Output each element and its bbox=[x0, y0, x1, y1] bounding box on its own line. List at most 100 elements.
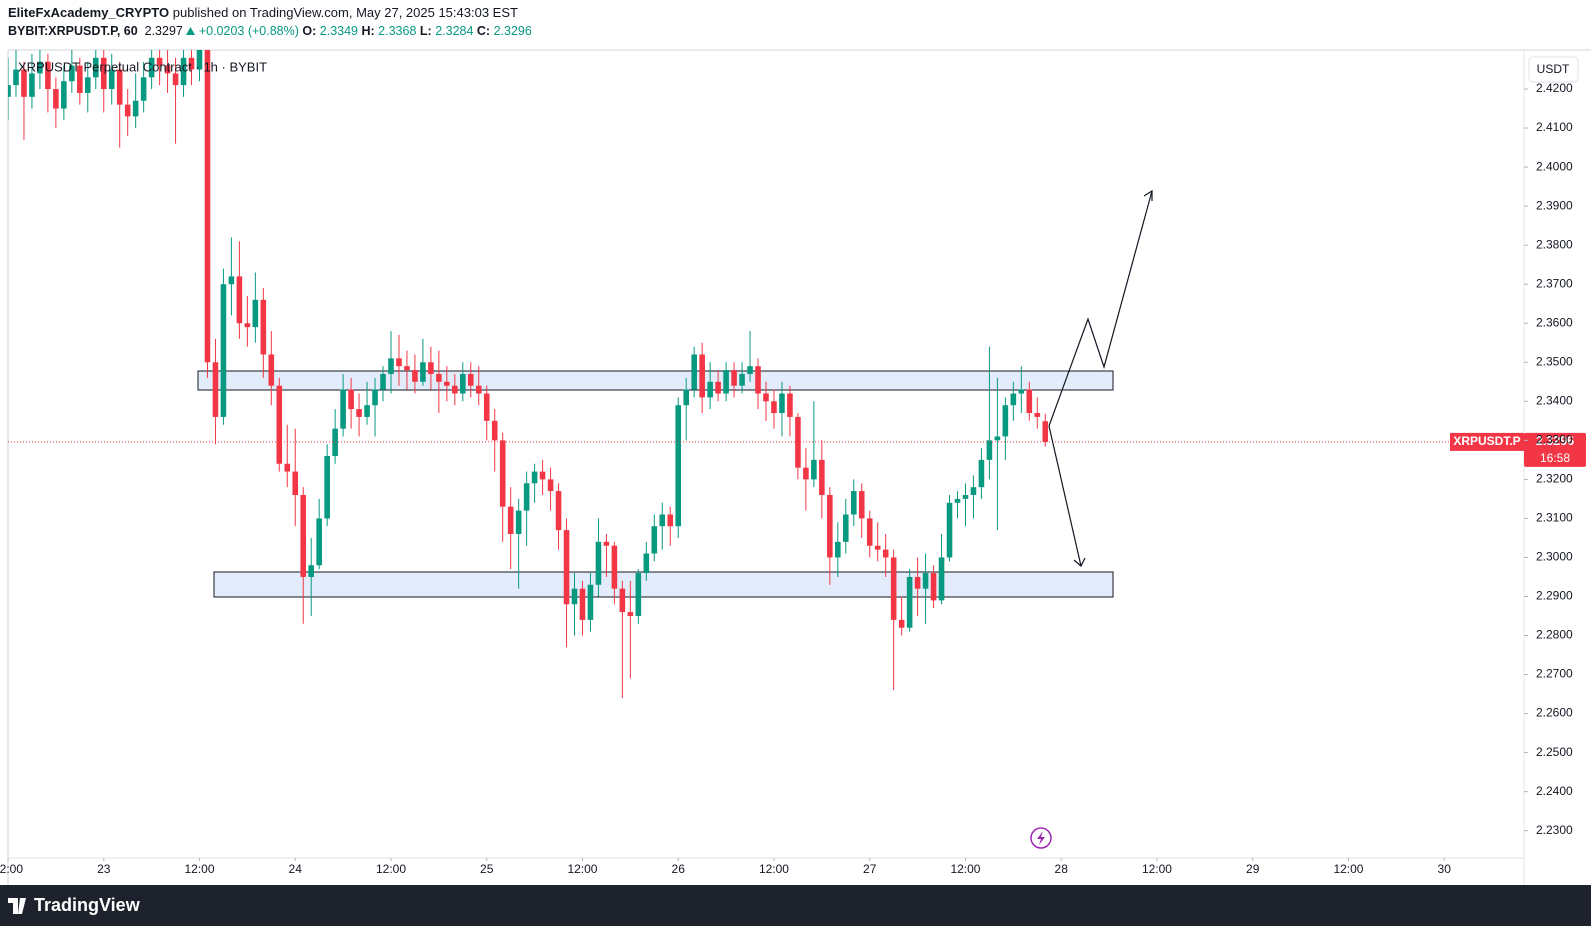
plot bbox=[8, 50, 1524, 698]
candle-body bbox=[874, 545, 881, 550]
candle-body bbox=[627, 612, 634, 616]
candle-body bbox=[954, 498, 961, 503]
candle-body bbox=[124, 104, 131, 117]
candle-body bbox=[994, 436, 1001, 441]
c-label: C: bbox=[476, 24, 491, 38]
x-tick-label: 12:00 bbox=[1333, 862, 1363, 876]
candle-body bbox=[1018, 389, 1025, 394]
l: 2.3284 bbox=[435, 24, 474, 38]
candle-body bbox=[380, 373, 386, 390]
header-line: BYBIT:XRPUSDT.P, 60 2.3297 +0.0203 (+0.8… bbox=[8, 22, 532, 40]
published: published on TradingView.com, May 27, 20… bbox=[172, 5, 518, 20]
candle-body bbox=[882, 549, 889, 558]
last-price: 2.3296 bbox=[1536, 434, 1574, 448]
candle-body bbox=[715, 381, 721, 394]
candle-body bbox=[922, 573, 929, 589]
arrow-head bbox=[1143, 189, 1153, 201]
brand: TradingView bbox=[34, 895, 141, 915]
candle-body bbox=[643, 553, 650, 574]
arrow-head bbox=[1073, 557, 1086, 567]
candle-body bbox=[1034, 413, 1041, 417]
candle-body bbox=[69, 65, 75, 82]
candle-body bbox=[635, 573, 642, 616]
candle-body bbox=[563, 530, 570, 605]
candle-body bbox=[316, 518, 322, 566]
symbol-label: XRPUSDT.P bbox=[1453, 434, 1520, 448]
candle-body bbox=[475, 385, 482, 394]
h-label: H: bbox=[361, 24, 375, 38]
y-tick-label: 2.2500 bbox=[1536, 745, 1573, 759]
candle-body bbox=[523, 483, 530, 511]
candle-body bbox=[1002, 405, 1009, 437]
candle-body bbox=[611, 545, 618, 589]
candle-body bbox=[970, 487, 977, 495]
currency-button[interactable] bbox=[1528, 56, 1579, 83]
candle-body bbox=[483, 393, 490, 421]
candle-body bbox=[8, 85, 11, 97]
candle-body bbox=[771, 401, 777, 414]
candle-body bbox=[356, 409, 362, 417]
event-icon[interactable] bbox=[1030, 827, 1052, 849]
y-tick-label: 2.3000 bbox=[1536, 550, 1573, 564]
candle-body bbox=[340, 389, 346, 429]
x-tick-label: 26 bbox=[672, 862, 686, 876]
y-tick-label: 2.3900 bbox=[1536, 198, 1573, 212]
candle-body bbox=[204, 50, 211, 363]
candle-body bbox=[1026, 389, 1033, 414]
candle-body bbox=[787, 393, 793, 417]
x-tick-label: 12:00 bbox=[950, 862, 980, 876]
candle-body bbox=[308, 565, 314, 577]
candle-body bbox=[659, 514, 666, 527]
y-tick-label: 2.3500 bbox=[1536, 354, 1573, 368]
candle-body bbox=[858, 491, 865, 519]
candle-body bbox=[1042, 421, 1049, 442]
y-tick-label: 2.2300 bbox=[1536, 823, 1573, 837]
candle-body bbox=[21, 69, 27, 97]
chart: XRPUSDT Perpetual Contract · 1h · BYBIT … bbox=[0, 49, 1591, 885]
currency[interactable]: USDT bbox=[1537, 62, 1570, 76]
candle-body bbox=[850, 491, 857, 515]
candle-body bbox=[739, 373, 745, 386]
candle-body bbox=[499, 440, 506, 507]
candle-body bbox=[986, 440, 993, 460]
candle-body bbox=[284, 463, 291, 472]
candle-body bbox=[507, 506, 514, 535]
candle-body bbox=[148, 57, 155, 78]
x-tick-label: 12:00 bbox=[184, 862, 214, 876]
candle-body bbox=[300, 494, 307, 577]
candle-body bbox=[938, 557, 945, 601]
candle-body bbox=[890, 557, 897, 620]
candle-body bbox=[866, 518, 873, 546]
candle-body bbox=[100, 57, 107, 90]
candle-body bbox=[116, 69, 123, 105]
candle-body bbox=[914, 576, 921, 589]
logo-mark bbox=[8, 898, 26, 914]
candle-body bbox=[755, 366, 761, 394]
candle-body bbox=[172, 73, 179, 86]
candle-body bbox=[372, 389, 378, 406]
author: EliteFxAcademy_CRYPTO bbox=[8, 5, 170, 20]
event-icon-bolt bbox=[1037, 831, 1045, 845]
x-tick-label: 12:00 bbox=[1142, 862, 1172, 876]
bearish-path bbox=[1048, 425, 1082, 567]
candle-body bbox=[61, 81, 67, 109]
candle-body bbox=[571, 588, 578, 605]
candle-body bbox=[460, 373, 466, 394]
symbol-tag bbox=[1450, 432, 1524, 451]
projection bbox=[1048, 189, 1153, 567]
candle-body bbox=[898, 619, 905, 628]
x-tick-label: 27 bbox=[863, 862, 877, 876]
candle-body bbox=[555, 491, 562, 531]
candle-body bbox=[962, 494, 969, 499]
candle-body bbox=[978, 459, 985, 488]
x-tick-label: 29 bbox=[1246, 862, 1260, 876]
bullish-path bbox=[1048, 190, 1153, 427]
header-line: EliteFxAcademy_CRYPTO published on Tradi… bbox=[8, 4, 532, 22]
o: 2.3349 bbox=[319, 24, 358, 38]
candle-body bbox=[388, 358, 394, 374]
candle-body bbox=[803, 467, 809, 480]
c: 2.3296 bbox=[493, 24, 532, 38]
candle-body bbox=[835, 541, 841, 558]
